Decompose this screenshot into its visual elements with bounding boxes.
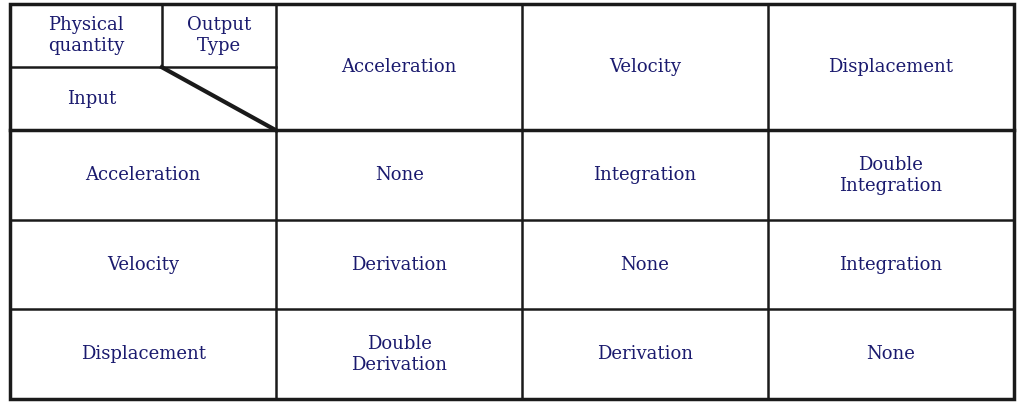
Text: Double
Integration: Double Integration xyxy=(840,156,942,195)
Text: Derivation: Derivation xyxy=(597,345,693,363)
Text: Integration: Integration xyxy=(840,256,942,274)
Text: Displacement: Displacement xyxy=(81,345,206,363)
Text: Derivation: Derivation xyxy=(351,256,447,274)
Text: None: None xyxy=(866,345,915,363)
Text: Acceleration: Acceleration xyxy=(86,166,201,184)
Text: Integration: Integration xyxy=(593,166,696,184)
Text: Output
Type: Output Type xyxy=(186,16,251,55)
Text: Displacement: Displacement xyxy=(828,58,953,76)
Text: Double
Derivation: Double Derivation xyxy=(351,335,447,374)
Text: Acceleration: Acceleration xyxy=(341,58,457,76)
Text: Physical
quantity: Physical quantity xyxy=(48,16,124,55)
Text: None: None xyxy=(621,256,670,274)
Text: None: None xyxy=(375,166,424,184)
Text: Velocity: Velocity xyxy=(108,256,179,274)
Text: Velocity: Velocity xyxy=(609,58,681,76)
Text: Input: Input xyxy=(68,90,117,108)
